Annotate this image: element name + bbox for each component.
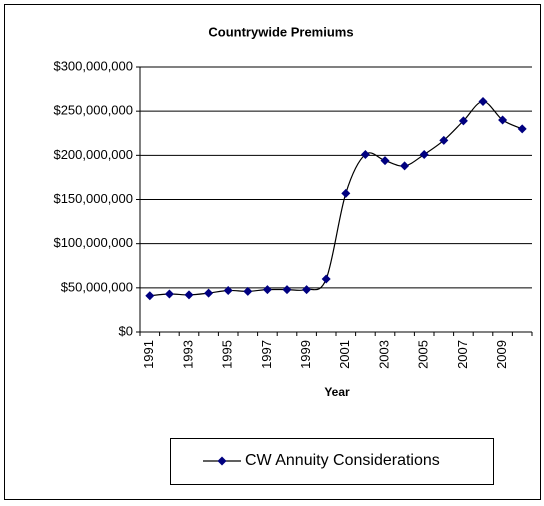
marker <box>243 286 253 296</box>
marker <box>262 285 272 295</box>
marker <box>164 289 174 299</box>
x-tick-label: 2003 <box>376 340 391 369</box>
legend-label: CW Annuity Considerations <box>245 452 440 469</box>
x-tick-label: 1997 <box>259 340 274 369</box>
marker <box>321 274 331 284</box>
marker <box>341 188 351 198</box>
marker <box>302 285 312 295</box>
chart-border <box>4 4 541 500</box>
marker <box>223 285 233 295</box>
x-tick-label: 2007 <box>455 340 470 369</box>
marker <box>282 285 292 295</box>
y-tick-label: $50,000,000 <box>61 279 133 294</box>
x-tick-label: 2001 <box>337 340 352 369</box>
y-tick-label: $0 <box>119 323 133 338</box>
marker <box>458 116 468 126</box>
marker <box>439 135 449 145</box>
marker <box>360 149 370 159</box>
y-tick-label: $200,000,000 <box>53 147 133 162</box>
marker <box>498 115 508 125</box>
legend-marker <box>217 456 227 466</box>
x-tick-label: 2009 <box>494 340 509 369</box>
marker <box>380 156 390 166</box>
x-tick-label: 1999 <box>298 340 313 369</box>
y-tick-label: $300,000,000 <box>53 58 133 73</box>
y-tick-label: $100,000,000 <box>53 235 133 250</box>
x-tick-label: 1995 <box>220 340 235 369</box>
y-tick-label: $150,000,000 <box>53 191 133 206</box>
marker <box>204 288 214 298</box>
marker <box>145 291 155 301</box>
chart-title: Countrywide Premiums <box>208 24 353 39</box>
marker <box>478 96 488 106</box>
x-tick-label: 1993 <box>180 340 195 369</box>
marker <box>400 161 410 171</box>
x-tick-label: 2005 <box>416 340 431 369</box>
marker <box>419 149 429 159</box>
x-axis-label: Year <box>324 385 350 399</box>
x-tick-label: 1991 <box>141 340 156 369</box>
marker <box>184 290 194 300</box>
y-tick-label: $250,000,000 <box>53 103 133 118</box>
marker <box>517 124 527 134</box>
